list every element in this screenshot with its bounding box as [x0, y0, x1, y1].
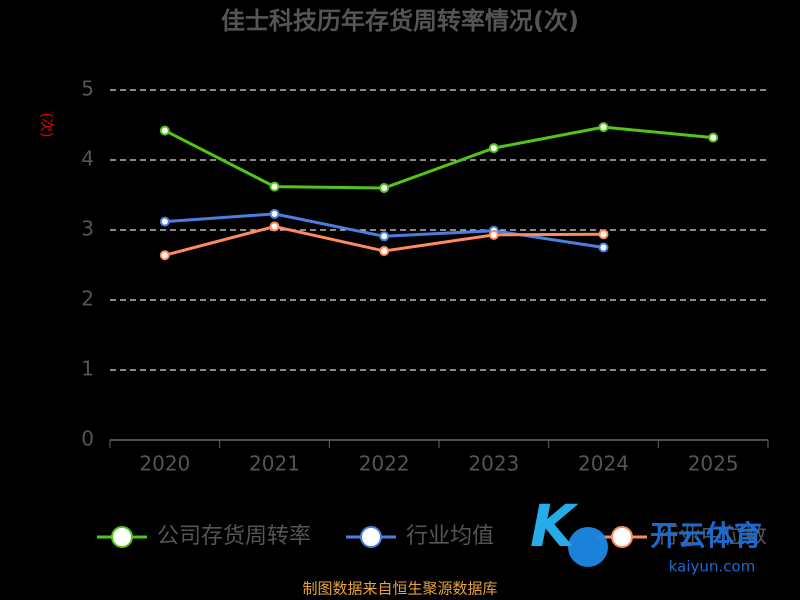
- x-tick-label: 2023: [468, 452, 519, 476]
- point: [708, 132, 719, 143]
- watermark-text: 开云体育: [650, 519, 762, 552]
- x-tick-label: 2020: [139, 452, 190, 476]
- chart-title: 佳士科技历年存货周转率情况(次): [221, 7, 579, 35]
- legend-marker: [360, 526, 382, 548]
- watermark-logo: [568, 527, 608, 567]
- point: [269, 208, 280, 219]
- watermark: K 开云体育 kaiyun.com: [530, 492, 762, 575]
- watermark-logo-letter: K: [530, 492, 579, 560]
- point: [379, 231, 390, 242]
- legend-label: 行业中位数: [657, 524, 767, 549]
- series-line: [164, 125, 714, 190]
- series-line: [164, 212, 604, 249]
- point: [598, 229, 609, 240]
- y-axis-label: (次): [38, 113, 54, 138]
- point: [598, 122, 609, 133]
- point: [379, 183, 390, 193]
- point: [598, 242, 609, 253]
- point: [159, 250, 170, 261]
- point: [379, 246, 390, 256]
- x-tick-label: 2021: [249, 452, 300, 476]
- point: [269, 181, 280, 192]
- y-tick-label: 1: [81, 357, 94, 381]
- y-tick-label: 4: [81, 147, 94, 171]
- point: [159, 216, 170, 227]
- legend-label: 行业均值: [406, 524, 494, 549]
- y-tick-label: 2: [81, 287, 94, 311]
- point: [269, 221, 280, 232]
- point: [488, 143, 499, 154]
- source-note: 制图数据来自恒生聚源数据库: [302, 580, 497, 598]
- y-tick-label: 0: [81, 427, 94, 451]
- y-tick-label: 5: [81, 77, 94, 101]
- watermark-url: kaiyun.com: [669, 558, 755, 576]
- x-tick-label: 2025: [688, 452, 739, 476]
- x-tick-label: 2024: [578, 452, 629, 476]
- x-tick-label: 2022: [359, 452, 410, 476]
- point: [488, 229, 499, 240]
- y-tick-label: 3: [81, 217, 94, 241]
- legend-label: 公司存货周转率: [157, 524, 311, 549]
- legend-marker: [611, 526, 633, 548]
- point: [159, 125, 170, 136]
- legend-marker: [111, 526, 133, 548]
